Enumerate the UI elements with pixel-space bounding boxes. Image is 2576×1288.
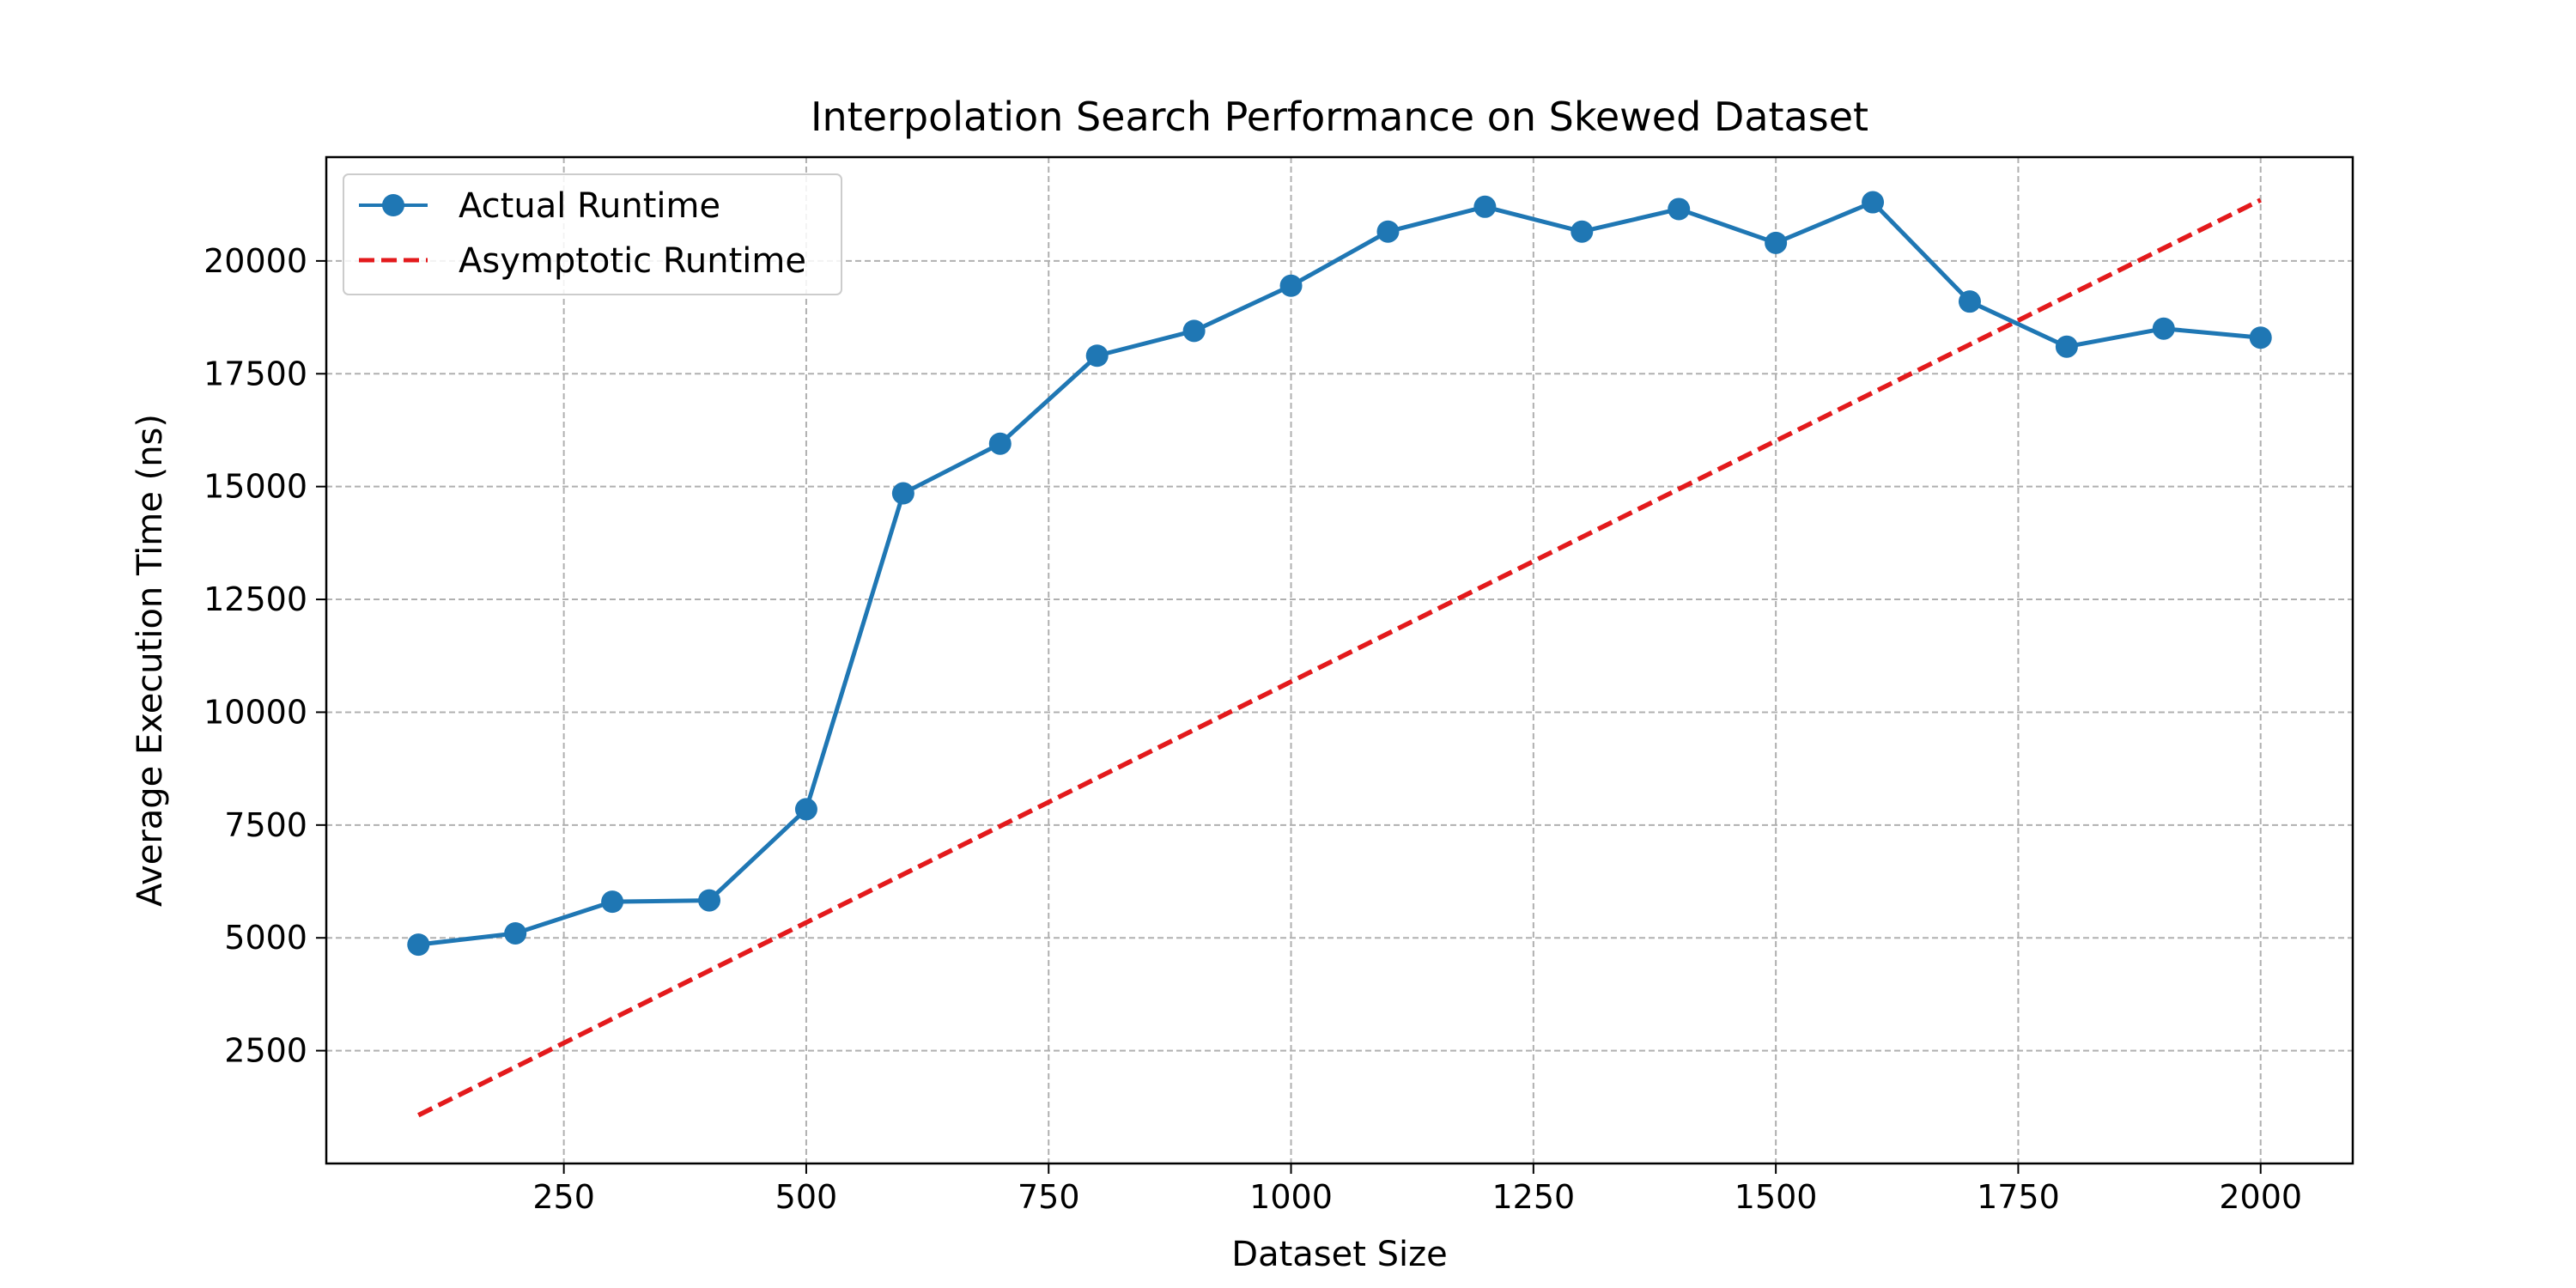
- data-point-actual-runtime: [1182, 319, 1206, 343]
- y-axis-label: Average Execution Time (ns): [131, 414, 170, 907]
- data-point-actual-runtime: [504, 921, 527, 945]
- data-point-actual-runtime: [1279, 274, 1303, 297]
- x-tick-label: 1750: [1977, 1178, 2060, 1216]
- data-point-actual-runtime: [1571, 220, 1594, 243]
- plot-frame: [325, 155, 2354, 1165]
- data-point-actual-runtime: [2152, 317, 2175, 340]
- data-point-actual-runtime: [794, 798, 817, 821]
- y-tick-label: 7500: [224, 806, 307, 844]
- data-point-actual-runtime: [407, 933, 430, 957]
- data-point-actual-runtime: [1668, 197, 1691, 221]
- data-point-actual-runtime: [1958, 290, 1981, 313]
- data-point-actual-runtime: [988, 432, 1012, 455]
- y-tick-label: 15000: [204, 468, 307, 506]
- data-point-actual-runtime: [2249, 326, 2272, 349]
- x-axis-label: Dataset Size: [1231, 1235, 1447, 1274]
- legend-box: [343, 173, 842, 295]
- series-line-actual-runtime: [417, 200, 2261, 947]
- data-point-actual-runtime: [1085, 344, 1109, 368]
- y-tick-label: 12500: [204, 580, 307, 618]
- data-point-actual-runtime: [891, 482, 914, 505]
- data-point-actual-runtime: [2055, 335, 2078, 358]
- tick-layer: 250 500 750 1000 1250 1500 1750 2000 2500 5000 750…: [204, 242, 2302, 1216]
- data-point-actual-runtime: [1376, 220, 1400, 243]
- x-tick-label: 750: [1018, 1178, 1080, 1216]
- y-tick-label: 10000: [204, 693, 307, 731]
- chart-title: Interpolation Search Performance on Skew…: [811, 94, 1868, 140]
- data-point-actual-runtime: [1862, 191, 1885, 214]
- series-line-asymptotic-runtime: [417, 197, 2262, 1118]
- x-tick-label: 1500: [1735, 1178, 1818, 1216]
- x-tick-label: 250: [532, 1178, 595, 1216]
- x-tick-label: 1000: [1249, 1178, 1333, 1216]
- legend: Actual Runtime Asymptotic Runtime: [343, 173, 842, 295]
- y-tick-label: 5000: [224, 919, 307, 957]
- series-layer: [407, 191, 2272, 1118]
- data-point-actual-runtime: [698, 889, 721, 912]
- legend-label-asymptotic-runtime: Asymptotic Runtime: [459, 241, 806, 281]
- legend-marker-actual-runtime: [382, 194, 404, 216]
- y-tick-label: 2500: [224, 1032, 307, 1070]
- data-point-actual-runtime: [601, 890, 624, 914]
- data-point-actual-runtime: [1765, 231, 1788, 254]
- data-point-actual-runtime: [1473, 195, 1497, 218]
- legend-label-actual-runtime: Actual Runtime: [459, 186, 720, 226]
- x-tick-label: 2000: [2219, 1178, 2302, 1216]
- y-tick-label: 20000: [204, 242, 307, 280]
- y-tick-label: 17500: [204, 355, 307, 392]
- grid-layer: [326, 157, 2353, 1163]
- x-tick-label: 1250: [1492, 1178, 1575, 1216]
- x-tick-label: 500: [775, 1178, 838, 1216]
